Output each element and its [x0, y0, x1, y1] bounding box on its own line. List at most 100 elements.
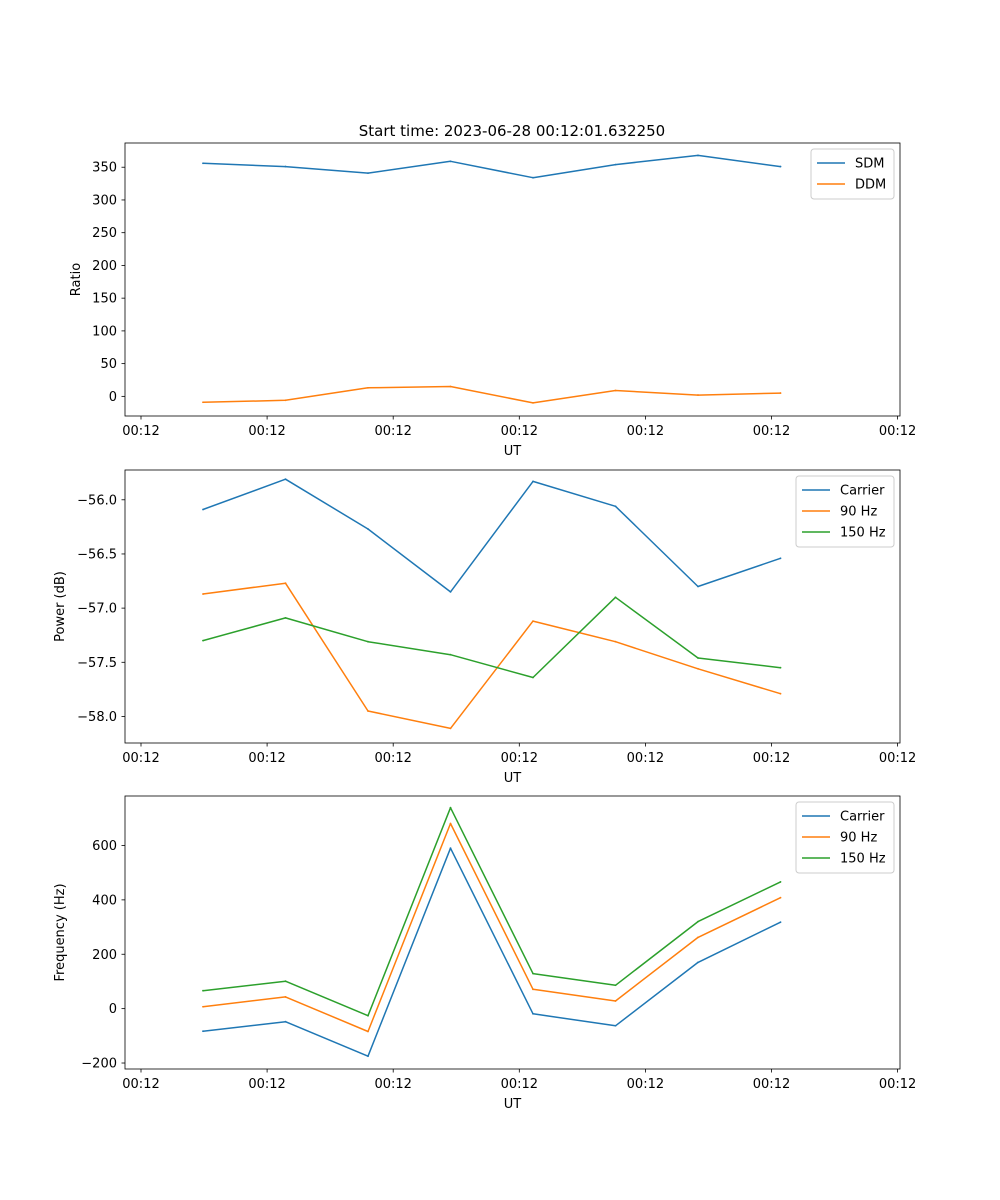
x-tick-label: 00:12: [501, 751, 538, 766]
x-tick-label: 00:12: [374, 424, 411, 439]
series-line-carrier: [202, 478, 781, 593]
x-tick-label: 00:12: [627, 424, 664, 439]
data-point: [449, 385, 452, 388]
x-tick-label: 00:12: [627, 1077, 664, 1092]
data-point: [284, 165, 287, 168]
data-point: [614, 1000, 617, 1002]
x-tick-label: 00:12: [501, 424, 538, 439]
figure-title: Start time: 2023-06-28 00:12:01.632250: [359, 122, 665, 140]
legend-label: Carrier: [840, 810, 885, 825]
series-line-carrier: [202, 847, 781, 1057]
x-axis-label: UT: [504, 444, 522, 459]
data-point: [367, 1014, 369, 1017]
data-point: [202, 162, 204, 165]
y-axis-label: Frequency (Hz): [53, 883, 68, 981]
data-point: [284, 478, 287, 481]
data-point: [779, 557, 782, 560]
data-point: [367, 1055, 369, 1058]
x-tick-label: 00:12: [122, 751, 159, 766]
data-point: [697, 961, 699, 964]
y-tick-label: −200: [81, 1057, 117, 1072]
y-tick-label: 50: [100, 357, 117, 372]
data-point: [697, 657, 699, 659]
subplot-stack: 0 50 100 150 200 250 300 350 00:12 00:12 00:12 00:1…: [53, 142, 916, 1112]
legend-box: [810, 148, 895, 200]
data-point: [284, 399, 287, 402]
y-tick-label: −58.0: [77, 710, 117, 725]
series-line-ddm: [202, 385, 781, 404]
data-point: [532, 676, 534, 679]
data-point: [449, 727, 452, 730]
data-point: [202, 989, 204, 992]
data-point: [614, 984, 617, 987]
y-tick-label: −56.5: [77, 547, 117, 562]
data-point: [697, 936, 699, 939]
data-point: [449, 590, 452, 593]
data-point: [697, 920, 699, 923]
data-point: [202, 593, 204, 595]
data-point: [202, 1030, 204, 1033]
x-tick-label: 00:12: [248, 1077, 285, 1092]
y-axis-label: Power (dB): [53, 571, 68, 642]
data-point: [779, 881, 782, 883]
data-point: [284, 616, 287, 619]
data-point: [532, 402, 534, 404]
data-point: [614, 1024, 617, 1027]
x-tick-label: 00:12: [627, 751, 664, 766]
data-point: [697, 394, 699, 396]
x-tick-label: 00:12: [248, 424, 285, 439]
data-point: [284, 1020, 287, 1023]
data-point: [449, 653, 452, 656]
data-point: [532, 972, 534, 975]
data-point: [284, 996, 287, 998]
data-point: [532, 1012, 534, 1015]
series-line-90-hz: [202, 822, 781, 1033]
data-point: [367, 640, 369, 643]
data-point: [449, 822, 452, 825]
data-point: [202, 1005, 204, 1008]
data-point: [532, 620, 534, 623]
x-axis-label: UT: [504, 771, 522, 786]
data-point: [449, 806, 452, 809]
subplot-2: −58.0 −57.5 −57.0 −56.5 −56.0 00:12 00:12 00:12…: [53, 469, 916, 786]
data-point: [367, 172, 369, 175]
x-tick-label: 00:12: [879, 1077, 916, 1092]
x-tick-label: 00:12: [122, 424, 159, 439]
x-tick-label: 00:12: [374, 1077, 411, 1092]
y-tick-label: 350: [92, 161, 117, 176]
data-point: [697, 154, 699, 157]
legend-label: DDM: [855, 178, 886, 193]
data-point: [367, 528, 369, 530]
series-line-150-hz: [202, 806, 781, 1017]
legend-label: 150 Hz: [840, 526, 886, 541]
x-tick-label: 00:12: [501, 1077, 538, 1092]
data-point: [779, 921, 782, 924]
data-point: [449, 847, 452, 850]
data-point: [367, 710, 369, 712]
data-point: [284, 582, 287, 585]
axes-frame: [124, 142, 901, 417]
data-point: [532, 988, 534, 991]
y-tick-label: 600: [92, 839, 117, 854]
axes-frame: [124, 795, 901, 1070]
data-point: [614, 505, 617, 508]
legend-label: 90 Hz: [840, 505, 877, 520]
y-tick-label: −57.5: [77, 656, 117, 671]
x-tick-label: 00:12: [248, 751, 285, 766]
legend: Carrier 90 Hz 150 Hz: [795, 475, 895, 548]
data-point: [614, 389, 617, 392]
data-point: [614, 640, 617, 643]
legend-label: Carrier: [840, 484, 885, 499]
legend-label: 150 Hz: [840, 852, 886, 867]
x-tick-label: 00:12: [753, 424, 790, 439]
data-point: [367, 386, 369, 389]
y-tick-label: 400: [92, 893, 117, 908]
data-point: [779, 896, 782, 899]
data-point: [202, 508, 204, 511]
x-tick-label: 00:12: [122, 1077, 159, 1092]
y-tick-label: 300: [92, 193, 117, 208]
y-tick-label: 250: [92, 226, 117, 241]
y-tick-label: 0: [109, 1002, 117, 1017]
